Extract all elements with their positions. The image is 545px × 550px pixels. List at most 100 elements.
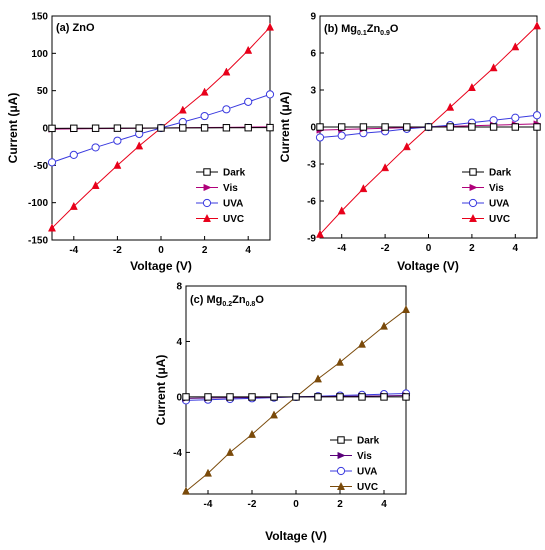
y-tick-label: -150 (28, 236, 48, 247)
data-point-dark (489, 123, 498, 131)
data-point-uva (91, 143, 100, 152)
y-tick-label: 8 (176, 282, 182, 293)
data-point-uvc (381, 163, 390, 172)
data-point-uvc (247, 429, 257, 438)
y-tick-label: 9 (310, 12, 316, 23)
data-point-dark (70, 124, 78, 132)
legend-label-uvc: UVC (489, 214, 510, 225)
legend-label-dark: Dark (489, 168, 512, 179)
data-point-uva (265, 90, 275, 99)
y-tick-label: -3 (307, 160, 316, 171)
data-point-uva (315, 133, 325, 142)
data-point-dark (200, 124, 209, 132)
y-tick-label: -100 (28, 198, 48, 209)
panel-c-xlabel: Voltage (V) (265, 529, 327, 543)
data-point-dark (204, 393, 212, 401)
data-point-dark (358, 393, 366, 401)
data-point-uvc (135, 141, 144, 150)
panel-a-ylabel-unit: μA (6, 96, 20, 112)
y-tick-label: 0 (176, 392, 182, 403)
data-point-uvc (47, 223, 57, 232)
panel-a-chart: (a) ZnO Voltage (V) Current (μA) -4 -2 0 2 4… (6, 12, 275, 273)
y-tick-label: -6 (307, 197, 316, 208)
data-point-uvc (467, 82, 476, 91)
legend-marker-uva (202, 198, 212, 208)
panel-c-chart: (c) Mg0.2Zn0.8O Voltage (V) Current (μA)… (154, 282, 411, 543)
panel-b-chart: (b) Mg0.1Zn0.9O Voltage (V) Current (μA)… (278, 12, 542, 273)
x-tick-label: -2 (248, 499, 257, 510)
panel-a-ylabel-end: ) (6, 93, 20, 97)
data-point-dark (314, 393, 322, 401)
x-tick-label: -4 (204, 499, 213, 510)
panel-c-ylabel-main: Current ( (154, 375, 168, 426)
legend-label-dark: Dark (357, 436, 380, 447)
panel-c-title-main: (c) Mg (190, 294, 222, 306)
x-tick-label: 4 (513, 243, 519, 254)
legend-label-uva: UVA (357, 467, 377, 478)
legend-marker-vis (203, 183, 212, 192)
legend-marker-uva (336, 466, 346, 476)
data-point-uvc (359, 184, 368, 193)
data-point-dark (222, 124, 231, 132)
data-point-uvc (315, 229, 325, 238)
legend-marker-uvc (336, 481, 346, 490)
data-point-uvc (69, 201, 78, 210)
data-point-uvc (203, 468, 213, 477)
panel-c-ylabel-end: ) (154, 355, 168, 359)
legend-label-uva: UVA (489, 199, 509, 210)
y-tick-label: -9 (307, 234, 316, 245)
data-point-dark (338, 123, 346, 131)
data-point-uvc (113, 160, 122, 169)
panel-b-title-mid: Zn (367, 23, 381, 35)
data-point-uvc (269, 410, 279, 419)
data-point-dark (179, 124, 187, 132)
data-point-dark (402, 393, 410, 401)
y-tick-label: 3 (310, 86, 316, 97)
legend-label-uvc: UVC (223, 214, 244, 225)
legend-marker-uvc (468, 213, 478, 222)
x-tick-label: 0 (293, 499, 299, 510)
data-point-uvc (91, 180, 100, 189)
data-point-uvc (178, 105, 187, 114)
data-point-uva (69, 150, 78, 159)
data-point-dark (381, 123, 389, 131)
panel-a-ylabel: Current (μA) (6, 93, 20, 164)
data-point-dark (135, 124, 143, 132)
data-point-dark (157, 124, 165, 132)
data-point-uva (200, 111, 209, 121)
data-point-uva (47, 158, 57, 167)
panel-b-title-sub1: 0.1 (357, 30, 367, 37)
y-tick-label: -4 (173, 448, 182, 459)
legend-label-vis: Vis (357, 451, 372, 462)
data-point-uva (532, 111, 542, 120)
data-point-dark (226, 393, 234, 401)
data-point-dark (91, 124, 100, 132)
data-point-uva (222, 105, 231, 114)
data-point-dark (248, 393, 256, 401)
panel-b-title-sub2: 0.9 (380, 30, 390, 37)
panel-b-ylabel-main: Current ( (278, 112, 292, 163)
y-tick-label: 6 (310, 49, 316, 60)
data-point-uvc (379, 321, 389, 330)
data-point-uva (244, 97, 253, 106)
y-tick-label: 100 (31, 49, 48, 60)
panel-b-title-main: (b) Mg (324, 23, 357, 35)
legend-marker-uvc (202, 213, 212, 222)
panel-b-xlabel: Voltage (V) (397, 259, 459, 273)
x-tick-label: 4 (245, 245, 251, 256)
legend-label-uva: UVA (223, 199, 243, 210)
data-point-uva (113, 136, 122, 145)
panel-c-title-sub1: 0.2 (222, 301, 232, 308)
data-point-dark (316, 123, 324, 131)
panel-c-title-sub2: 0.8 (246, 301, 256, 308)
data-point-uvc (357, 339, 367, 348)
data-point-dark (182, 393, 190, 401)
legend-label-dark: Dark (223, 168, 246, 179)
data-point-dark (446, 123, 454, 131)
data-point-dark (244, 124, 252, 132)
data-point-uvc (489, 63, 498, 72)
data-point-uvc (313, 374, 323, 383)
data-point-uvc (446, 102, 455, 111)
y-tick-label: 0 (310, 123, 316, 134)
y-tick-label: 50 (37, 86, 49, 97)
